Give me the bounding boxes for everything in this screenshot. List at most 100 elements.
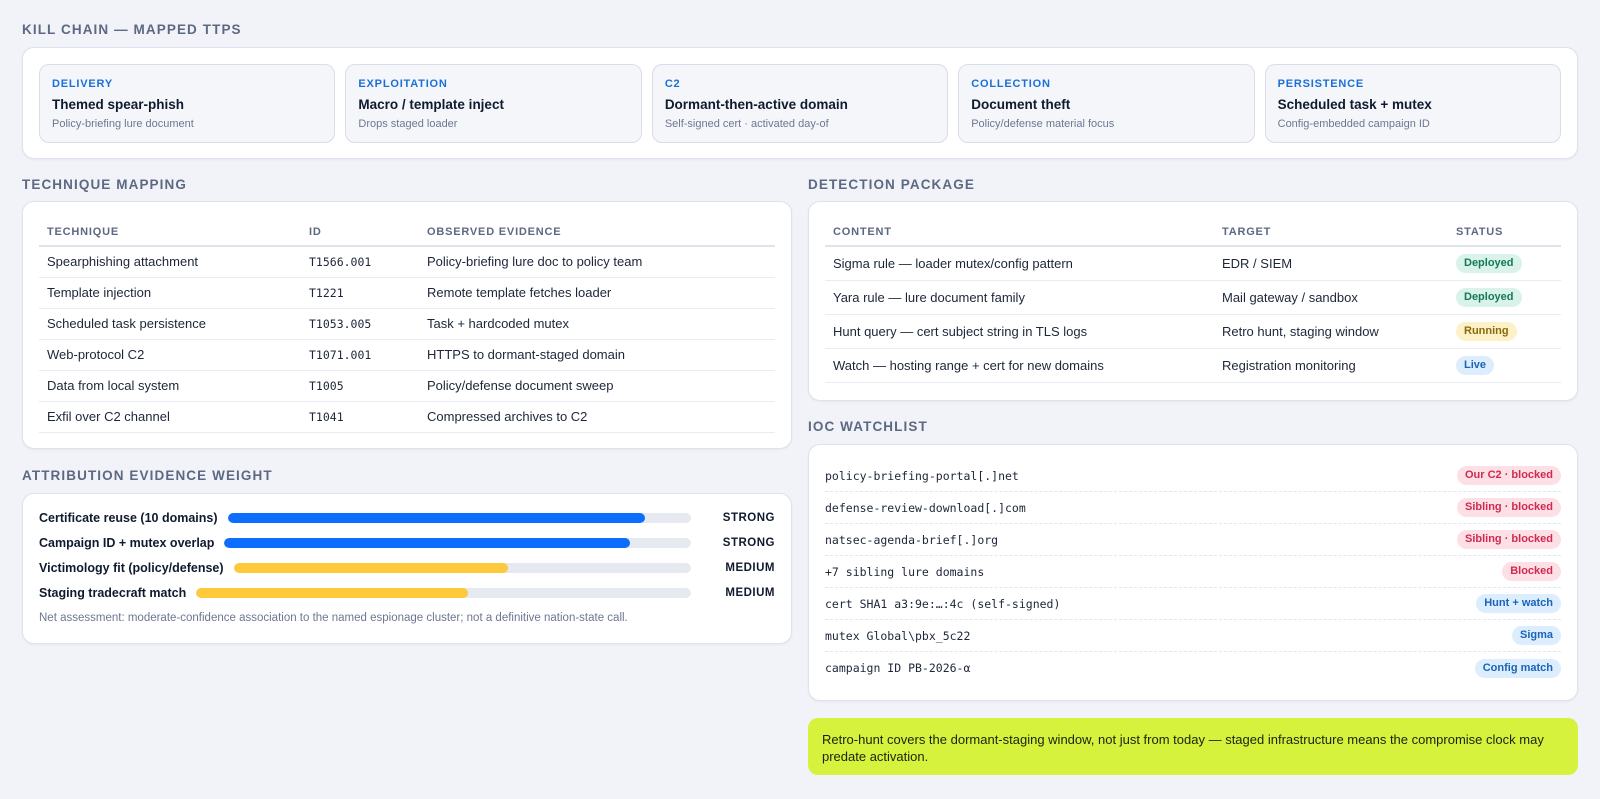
kill-chain-stage-exploitation[interactable]: EXPLOITATION Macro / template inject Dro… (345, 64, 642, 143)
kill-chain-stage-persistence[interactable]: PERSISTENCE Scheduled task + mutex Confi… (1264, 64, 1562, 143)
ioc-value: cert SHA1 a3:9e:…:4c (self-signed) (825, 596, 1061, 611)
technique-table: TECHNIQUE ID OBSERVED EVIDENCE Spearphis… (39, 218, 775, 433)
stage-subtitle: Config-embedded campaign ID (1277, 118, 1430, 130)
detection-package-title: DETECTION PACKAGE (808, 177, 975, 192)
attribution-row: Certificate reuse (10 domains) STRONG (39, 510, 775, 526)
ioc-tag-badge: Sigma (1511, 626, 1561, 645)
detection-target: Registration monitoring (1214, 348, 1448, 383)
stage-title: Document theft (971, 97, 1071, 112)
attribution-label: Certificate reuse (10 domains) (39, 511, 218, 525)
detection-content: Watch — hosting range + cert for new dom… (825, 348, 1214, 383)
stage-subtitle: Drops staged loader (358, 118, 458, 130)
table-row[interactable]: Spearphishing attachment T1566.001 Polic… (39, 246, 775, 278)
detection-status-cell: Deployed (1448, 280, 1561, 315)
stage-title: Dormant-then-active domain (664, 97, 848, 112)
technique-name: Spearphishing attachment (39, 246, 301, 278)
ioc-value: natsec-agenda-brief[.]org (825, 532, 999, 547)
table-row[interactable]: Yara rule — lure document family Mail ga… (825, 280, 1561, 315)
detection-target: EDR / SIEM (1214, 246, 1448, 281)
technique-evidence: Compressed archives to C2 (419, 401, 775, 433)
stage-label: DELIVERY (52, 78, 114, 90)
column-header-status: STATUS (1448, 218, 1561, 247)
technique-mapping-title: TECHNIQUE MAPPING (22, 177, 187, 192)
table-row[interactable]: Exfil over C2 channel T1041 Compressed a… (39, 401, 775, 433)
table-row[interactable]: Hunt query — cert subject string in TLS … (825, 314, 1561, 349)
attribution-bar-fill (224, 538, 631, 548)
ioc-value: +7 sibling lure domains (825, 564, 985, 579)
attribution-bar-track (196, 588, 691, 598)
detection-status-cell: Live (1448, 348, 1561, 383)
detection-content: Sigma rule — loader mutex/config pattern (825, 246, 1214, 281)
technique-name: Scheduled task persistence (39, 308, 301, 340)
ioc-row[interactable]: defense-review-download[.]com Sibling · … (825, 492, 1561, 524)
technique-id: T1041 (301, 401, 419, 433)
attribution-bar-fill (196, 588, 469, 598)
stage-label: EXPLOITATION (358, 78, 448, 90)
attribution-note: Net assessment: moderate-confidence asso… (39, 612, 628, 624)
attribution-title: ATTRIBUTION EVIDENCE WEIGHT (22, 468, 273, 483)
column-header-target: TARGET (1214, 218, 1448, 247)
detection-table: CONTENT TARGET STATUS Sigma rule — loade… (825, 218, 1561, 383)
ioc-tag-badge: Sibling · blocked (1456, 498, 1561, 517)
ioc-row[interactable]: campaign ID PB-2026-α Config match (825, 652, 1561, 684)
technique-evidence: Policy/defense document sweep (419, 370, 775, 402)
table-row[interactable]: Template injection T1221 Remote template… (39, 277, 775, 309)
table-row[interactable]: Scheduled task persistence T1053.005 Tas… (39, 308, 775, 340)
kill-chain-title: KILL CHAIN — MAPPED TTPS (22, 22, 242, 37)
kill-chain-stage-c2[interactable]: C2 Dormant-then-active domain Self-signe… (651, 64, 949, 143)
detection-package-card: CONTENT TARGET STATUS Sigma rule — loade… (808, 201, 1578, 401)
table-row[interactable]: Web-protocol C2 T1071.001 HTTPS to dorma… (39, 339, 775, 371)
attribution-bar-track (227, 513, 691, 523)
attribution-bar-track (233, 563, 691, 573)
table-row[interactable]: Data from local system T1005 Policy/defe… (39, 370, 775, 402)
detection-status-cell: Deployed (1448, 246, 1561, 281)
attribution-label: Staging tradecraft match (39, 586, 187, 600)
technique-evidence: Policy-briefing lure doc to policy team (419, 246, 775, 278)
technique-name: Data from local system (39, 370, 301, 402)
attribution-weight: STRONG (722, 537, 775, 549)
ioc-tag-badge: Our C2 · blocked (1456, 466, 1561, 485)
ioc-value: campaign ID PB-2026-α (825, 661, 971, 675)
stage-title: Scheduled task + mutex (1277, 97, 1432, 112)
stage-subtitle: Policy/defense material focus (971, 118, 1115, 130)
ioc-row[interactable]: policy-briefing-portal[.]net Our C2 · bl… (825, 460, 1561, 492)
status-badge: Deployed (1456, 287, 1522, 307)
column-header-id: ID (301, 218, 419, 247)
stage-title: Macro / template inject (358, 97, 504, 112)
attribution-bar-track (224, 538, 691, 548)
attribution-weight: MEDIUM (725, 587, 775, 599)
table-row[interactable]: Watch — hosting range + cert for new dom… (825, 348, 1561, 383)
table-header-row: CONTENT TARGET STATUS (825, 218, 1561, 247)
ioc-row[interactable]: cert SHA1 a3:9e:…:4c (self-signed) Hunt … (825, 588, 1561, 620)
ioc-tag-badge: Config match (1474, 658, 1561, 678)
ioc-row[interactable]: +7 sibling lure domains Blocked (825, 556, 1561, 588)
kill-chain-stage-delivery[interactable]: DELIVERY Themed spear-phish Policy-brief… (39, 64, 336, 143)
attribution-row: Staging tradecraft match MEDIUM (39, 585, 775, 601)
table-row[interactable]: Sigma rule — loader mutex/config pattern… (825, 246, 1561, 281)
status-badge: Running (1456, 321, 1517, 341)
ioc-row[interactable]: mutex Global\pbx_5c22 Sigma (825, 620, 1561, 652)
attribution-weight: MEDIUM (725, 562, 775, 574)
technique-id: T1071.001 (301, 339, 419, 371)
ioc-value: mutex Global\pbx_5c22 (825, 628, 971, 643)
stage-label: PERSISTENCE (1277, 78, 1365, 90)
column-header-evidence: OBSERVED EVIDENCE (419, 218, 775, 247)
technique-id: T1221 (301, 277, 419, 309)
technique-id: T1005 (301, 370, 419, 402)
technique-evidence: Task + hardcoded mutex (419, 308, 775, 340)
attribution-bar-fill (233, 563, 508, 573)
detection-content: Hunt query — cert subject string in TLS … (825, 314, 1214, 349)
status-badge: Live (1456, 355, 1495, 375)
ioc-value: policy-briefing-portal[.]net (825, 468, 1019, 483)
column-header-content: CONTENT (825, 218, 1214, 247)
technique-name: Exfil over C2 channel (39, 401, 301, 433)
stage-subtitle: Self-signed cert · activated day-of (664, 118, 829, 130)
attribution-card: Certificate reuse (10 domains) STRONG Ca… (22, 493, 792, 644)
table-header-row: TECHNIQUE ID OBSERVED EVIDENCE (39, 218, 775, 247)
attribution-row: Campaign ID + mutex overlap STRONG (39, 535, 775, 551)
ioc-row[interactable]: natsec-agenda-brief[.]org Sibling · bloc… (825, 524, 1561, 556)
detection-target: Mail gateway / sandbox (1214, 280, 1448, 315)
ioc-tag-badge: Blocked (1502, 562, 1561, 581)
ioc-watchlist-card: policy-briefing-portal[.]net Our C2 · bl… (808, 444, 1578, 701)
kill-chain-stage-collection[interactable]: COLLECTION Document theft Policy/defense… (958, 64, 1255, 143)
